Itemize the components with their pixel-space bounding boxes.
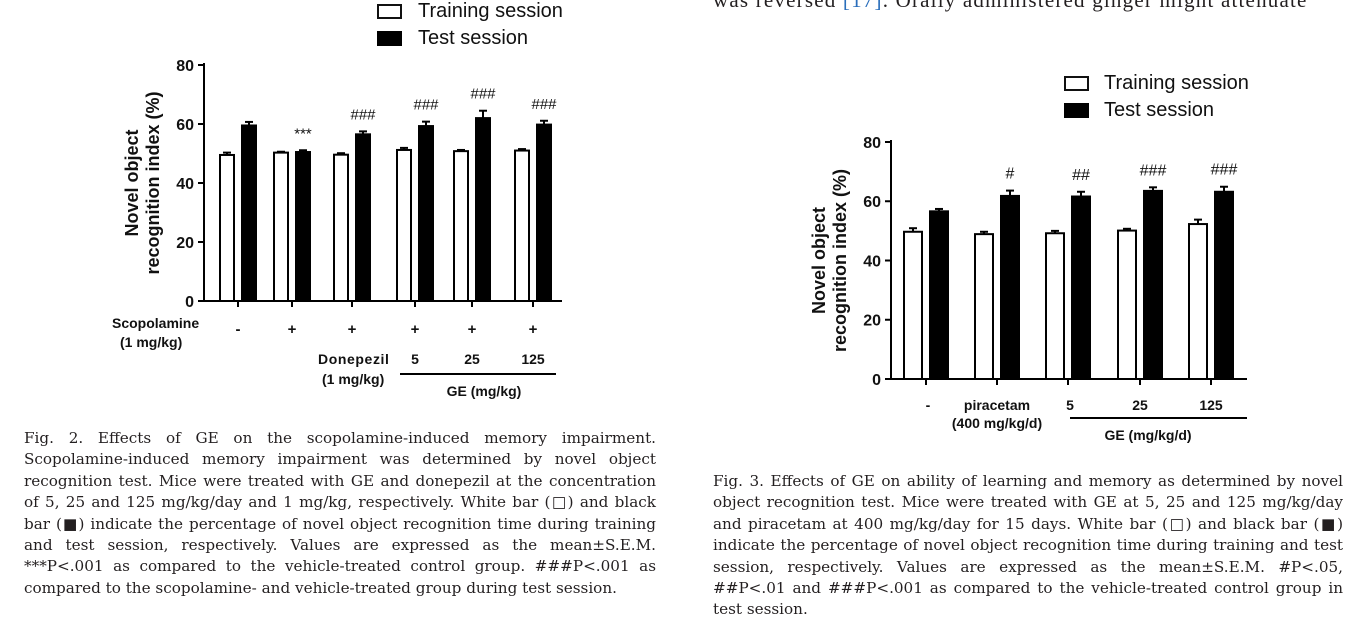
ge-group-label: GE (mg/kg): [447, 383, 522, 399]
figure-3-caption: Fig. 3. Effects of GE on ability of lear…: [713, 471, 1343, 621]
significance-label-4: ###: [1140, 162, 1167, 179]
legend-label-training: Training session: [1104, 72, 1249, 94]
bar-test-3: [355, 133, 371, 302]
y-tick-label-60: 60: [176, 117, 194, 134]
scopolamine-dose-label: (1 mg/kg): [120, 334, 182, 350]
category-label-3: 5: [1066, 397, 1074, 413]
significance-label-6: ###: [531, 96, 557, 113]
y-axis-label-line-2: recognition index (%): [830, 169, 850, 352]
y-tick-label-20: 20: [863, 313, 881, 330]
significance-label-2: ***: [294, 125, 312, 142]
y-axis-label-line-2: recognition index (%): [143, 91, 163, 274]
bar-test-1: [929, 210, 949, 380]
body-text-after: . Orally administered ginger might atten…: [882, 0, 1308, 12]
bar-training-5: [453, 150, 469, 302]
ge-dose-25: 25: [464, 351, 480, 367]
y-tick-label-0: 0: [185, 294, 194, 311]
category-label-2: piracetam: [964, 397, 1030, 413]
scopolamine-label: Scopolamine: [112, 315, 199, 331]
significance-label-4: ###: [413, 97, 439, 114]
bar-training-3: [333, 153, 349, 302]
y-tick-label-40: 40: [176, 176, 194, 193]
scopolamine-sign-6: +: [529, 321, 538, 338]
y-tick-label-20: 20: [176, 235, 194, 252]
scopolamine-sign-5: +: [468, 321, 477, 338]
bar-training-2: [273, 151, 289, 302]
y-axis-label-line-1: Novel object: [122, 129, 142, 236]
bar-test-4: [418, 125, 434, 302]
significance-label-3: ##: [1072, 167, 1090, 184]
bar-training-4: [396, 148, 412, 302]
legend-swatch-test: [377, 31, 402, 46]
scopolamine-sign-2: +: [288, 321, 297, 338]
significance-label-5: ###: [1211, 162, 1238, 179]
reference-link[interactable]: [17]: [842, 0, 883, 12]
bar-training-4: [1117, 229, 1137, 380]
significance-label-3: ###: [350, 106, 376, 123]
bar-test-5: [1214, 190, 1234, 380]
category-label-4: 25: [1132, 397, 1148, 413]
figure-2-caption: Fig. 2. Effects of GE on the scopolamine…: [24, 428, 656, 599]
y-axis-label-line-1: Novel object: [809, 207, 829, 314]
bar-training-6: [514, 149, 530, 302]
bar-test-2: [1000, 194, 1020, 380]
y-tick-label-80: 80: [176, 58, 194, 75]
legend-label-test: Test session: [1104, 99, 1215, 121]
figure-3-caption-text: Fig. 3. Effects of GE on ability of lear…: [713, 472, 1343, 619]
donepezil-dose-label: (1 mg/kg): [322, 371, 384, 387]
bar-training-1: [903, 230, 923, 380]
significance-label-5: ###: [470, 86, 496, 103]
scopolamine-sign-4: +: [411, 321, 420, 338]
bar-test-3: [1071, 195, 1091, 380]
bar-training-3: [1045, 232, 1065, 380]
bar-test-1: [241, 124, 257, 302]
legend-swatch-training: [377, 4, 402, 19]
bar-test-4: [1143, 189, 1163, 380]
figure-3-plot-area: 0 20 40 60 80 Novel object recognition index (…: [809, 135, 1247, 443]
y-tick-label-60: 60: [863, 194, 881, 211]
y-tick-label-80: 80: [863, 135, 881, 152]
y-tick-label-40: 40: [863, 253, 881, 270]
legend-label-test: Test session: [418, 27, 529, 49]
scopolamine-sign-3: +: [348, 321, 357, 338]
category-label-1: -: [926, 397, 931, 413]
bar-training-1: [219, 153, 235, 302]
figure-2-caption-text: Fig. 2. Effects of GE on the scopolamine…: [24, 429, 656, 597]
bar-test-2: [295, 151, 311, 302]
body-text-fragment: was reversed [17]. Orally administered g…: [713, 0, 1308, 13]
bar-training-2: [974, 233, 994, 380]
legend-swatch-test: [1064, 103, 1089, 118]
bar-training-5: [1188, 223, 1208, 380]
category-sub-label-2: (400 mg/kg/d): [952, 415, 1042, 431]
significance-label-2: #: [1006, 166, 1015, 183]
legend-label-training: Training session: [418, 0, 563, 22]
body-text-before: was reversed: [713, 0, 843, 12]
figure-2-plot-area: 0 20 40 60 80 Novel object recognition index (…: [112, 58, 562, 399]
y-tick-label-0: 0: [872, 372, 881, 389]
legend-swatch-training: [1064, 76, 1089, 91]
donepezil-label: Donepezil: [318, 351, 390, 367]
ge-group-label: GE (mg/kg/d): [1104, 427, 1191, 443]
category-label-5: 125: [1199, 397, 1223, 413]
ge-dose-125: 125: [521, 351, 545, 367]
bar-test-6: [536, 123, 552, 302]
scopolamine-sign-1: -: [236, 321, 241, 338]
bar-test-5: [475, 117, 491, 302]
ge-dose-5: 5: [411, 351, 419, 367]
